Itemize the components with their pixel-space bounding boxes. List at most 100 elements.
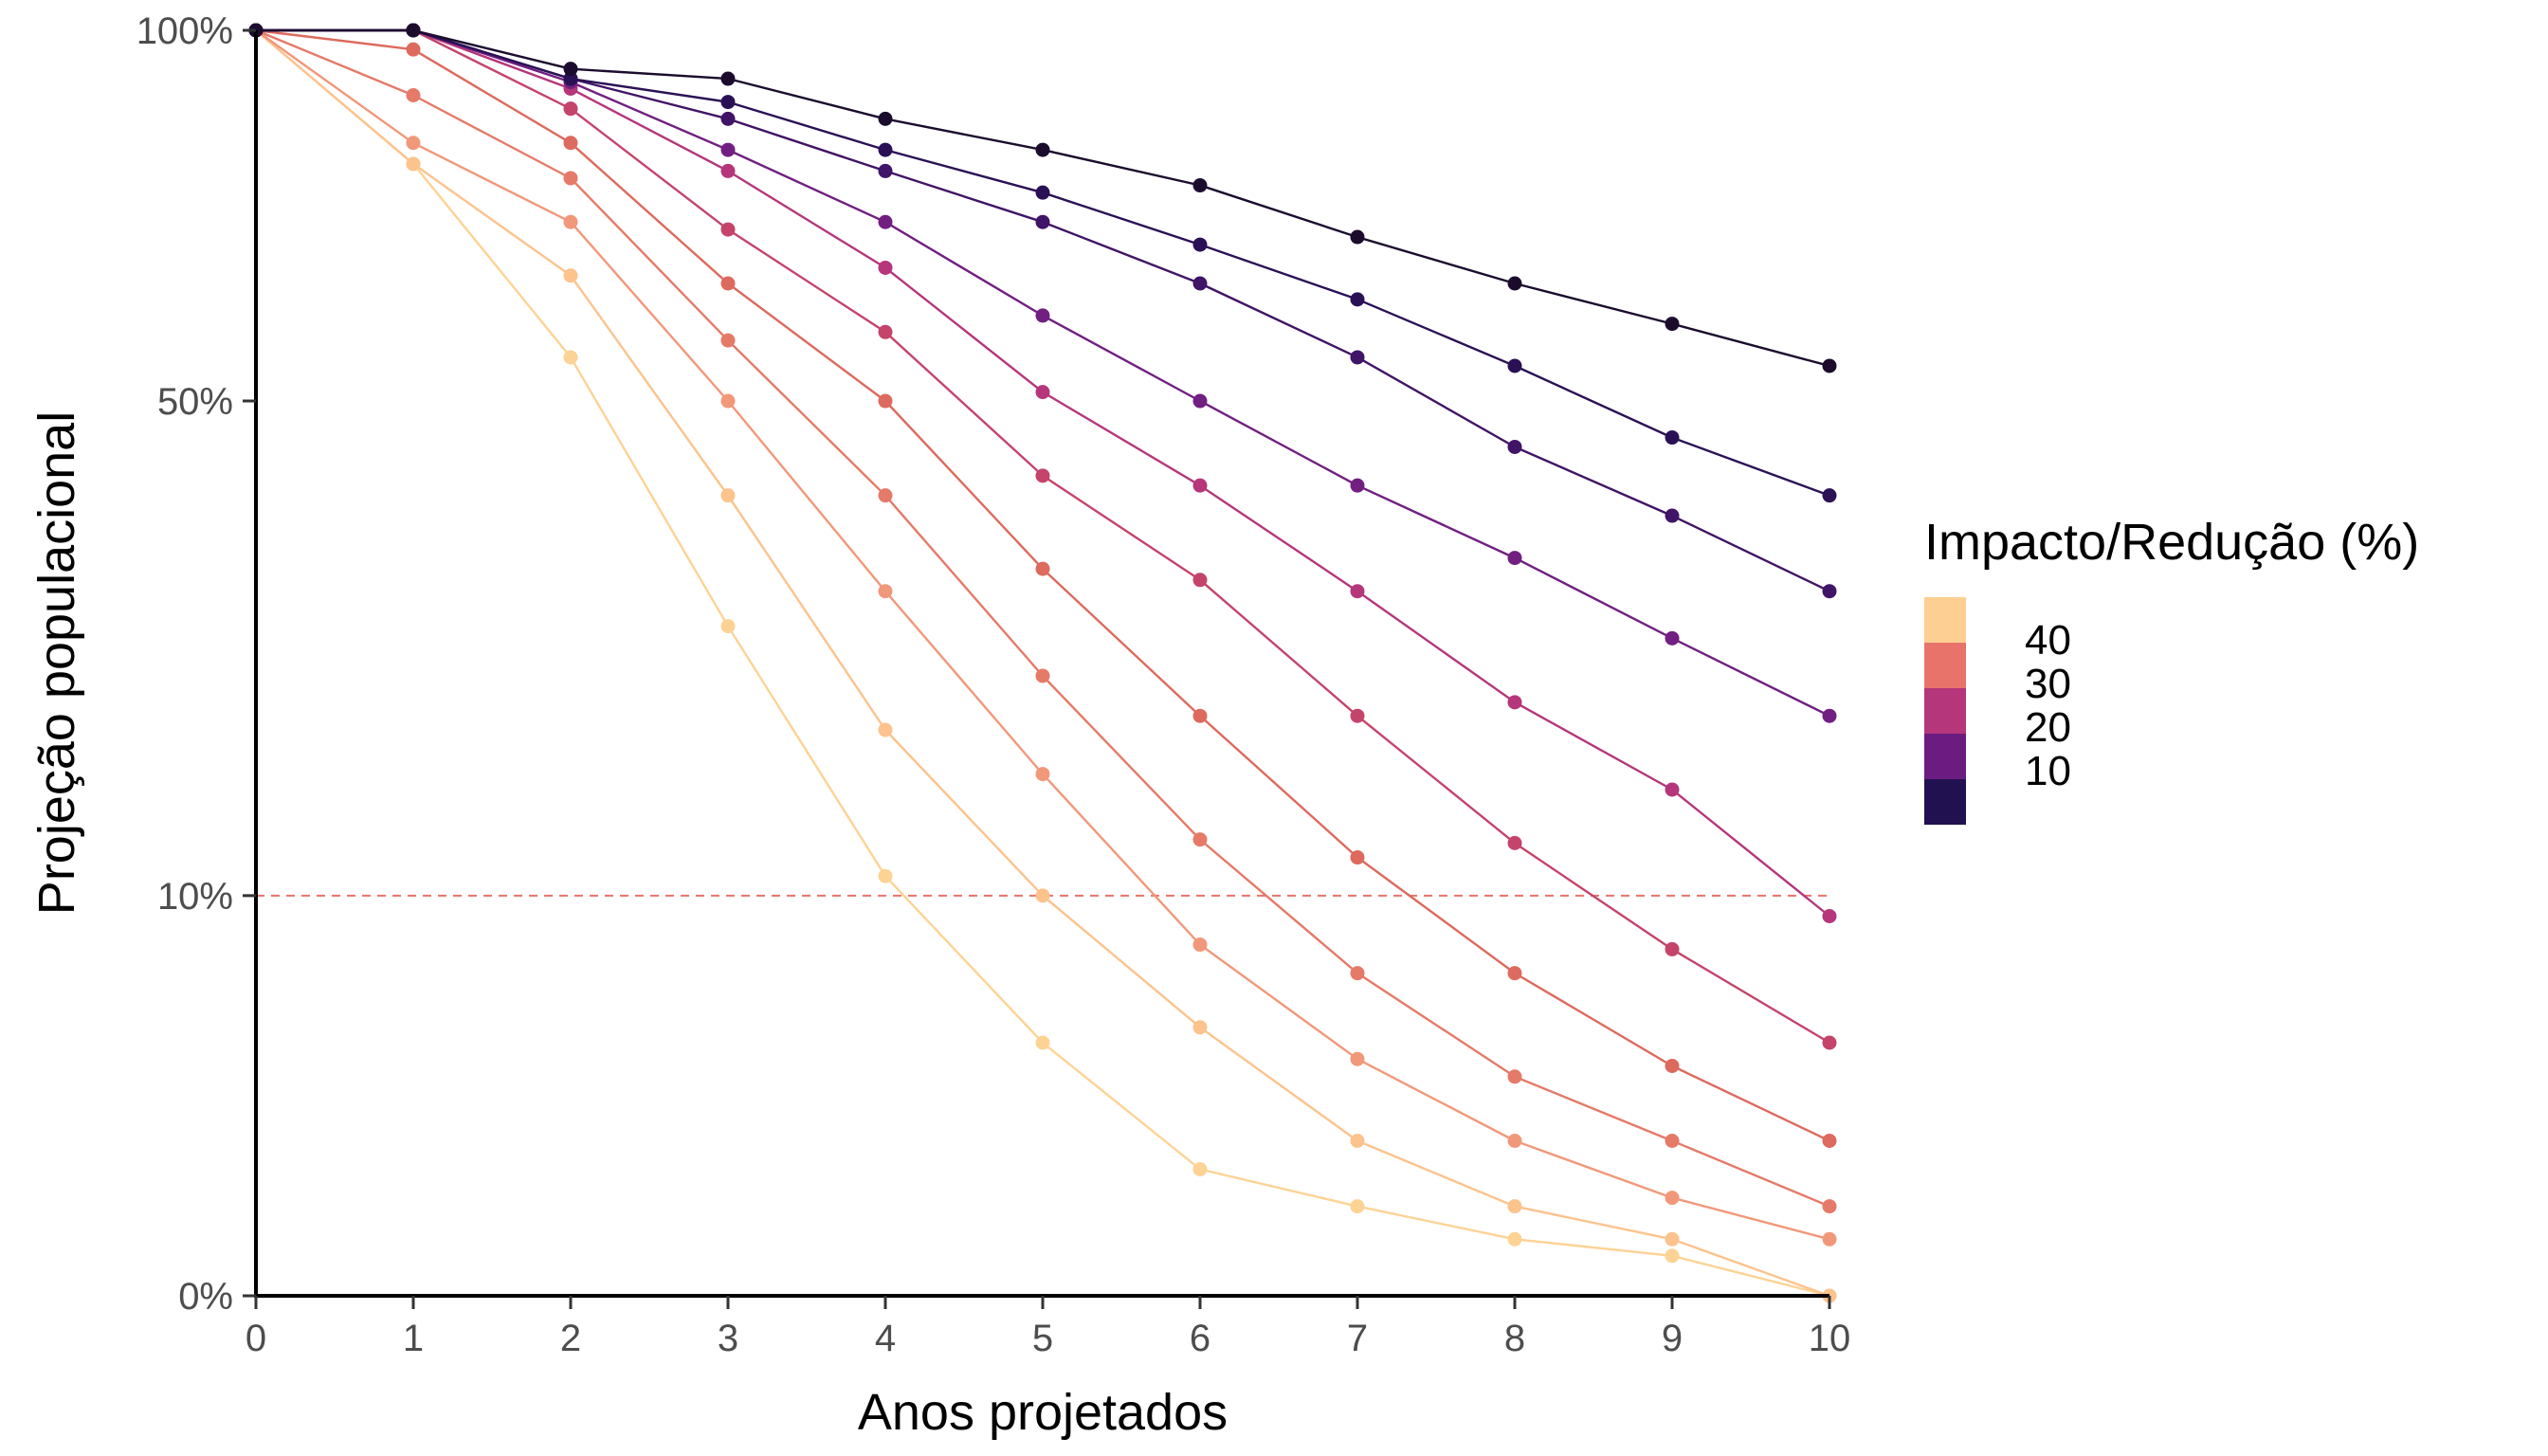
data-point-s5-x10	[1822, 1133, 1837, 1148]
data-point-s3-x6	[1192, 937, 1208, 953]
data-point-s1-x5	[1035, 1035, 1050, 1050]
data-point-s6-x6	[1192, 573, 1208, 588]
data-point-s3-x4	[878, 584, 893, 599]
legend-label-10: 10	[2025, 748, 2071, 794]
data-point-s1-x8	[1507, 1231, 1522, 1247]
data-point-s4-x5	[1035, 668, 1050, 683]
data-point-s2-x1	[406, 156, 421, 172]
data-point-s10-x8	[1507, 358, 1522, 373]
data-point-s6-x9	[1665, 941, 1680, 956]
data-point-s10-x5	[1035, 185, 1050, 200]
data-point-s4-x3	[720, 333, 736, 348]
legend-label-40: 40	[2025, 617, 2071, 664]
y-tick-label-50: 50%	[157, 381, 233, 423]
series-line-8	[256, 28, 1830, 718]
data-point-s9-x9	[1665, 508, 1680, 523]
data-point-s2-x4	[878, 722, 893, 737]
data-point-s11-x6	[1192, 178, 1208, 193]
y-tick-label-0: 0%	[178, 1276, 233, 1318]
series-11	[248, 23, 1837, 373]
data-point-s8-x5	[1035, 308, 1050, 323]
data-point-s4-x2	[563, 171, 578, 186]
x-axis-title: Anos projetados	[858, 1384, 1228, 1441]
series-4	[248, 23, 1837, 1214]
data-point-s11-x1	[406, 23, 421, 38]
data-point-s8-x9	[1665, 630, 1680, 646]
data-point-s2-x3	[720, 488, 736, 503]
y-axis-title: Projeção populacional	[28, 411, 85, 915]
data-point-s9-x7	[1350, 350, 1365, 365]
data-point-s1-x4	[878, 868, 893, 883]
data-point-s11-x4	[878, 111, 893, 126]
data-point-s7-x4	[878, 260, 893, 275]
data-point-s11-x2	[563, 62, 578, 77]
data-point-s9-x6	[1192, 276, 1208, 291]
x-tick-label-4: 4	[875, 1318, 896, 1359]
data-point-s10-x10	[1822, 488, 1837, 503]
data-point-s6-x10	[1822, 1035, 1837, 1050]
data-point-s5-x3	[720, 276, 736, 291]
data-point-s5-x2	[563, 136, 578, 151]
x-tick-label-10: 10	[1809, 1318, 1851, 1359]
data-point-s8-x7	[1350, 478, 1365, 493]
data-point-s11-x10	[1822, 358, 1837, 373]
data-point-s6-x2	[563, 101, 578, 117]
x-tick-label-6: 6	[1190, 1318, 1210, 1359]
data-point-s3-x2	[563, 214, 578, 229]
legend-label-30: 30	[2025, 661, 2071, 707]
data-point-s4-x1	[406, 88, 421, 103]
data-point-s7-x10	[1822, 909, 1837, 923]
data-point-s5-x5	[1035, 561, 1050, 576]
x-tick-label-1: 1	[403, 1318, 424, 1359]
y-tick-label-100: 100%	[136, 10, 233, 52]
data-point-s8-x3	[720, 142, 736, 157]
series-8	[248, 23, 1837, 723]
data-point-s1-x3	[720, 619, 736, 634]
data-point-s7-x9	[1665, 782, 1680, 797]
data-point-s2-x6	[1192, 1020, 1208, 1035]
x-tick-label-7: 7	[1347, 1318, 1368, 1359]
data-point-s10-x7	[1350, 292, 1365, 307]
data-point-s11-x9	[1665, 317, 1680, 332]
data-point-s7-x8	[1507, 695, 1522, 710]
data-point-s7-x7	[1350, 584, 1365, 599]
x-tick-label-5: 5	[1032, 1318, 1053, 1359]
data-point-s6-x4	[878, 324, 893, 339]
data-point-s4-x8	[1507, 1069, 1522, 1084]
data-point-s2-x2	[563, 268, 578, 283]
data-point-s1-x6	[1192, 1162, 1208, 1176]
data-point-s11-x5	[1035, 142, 1050, 157]
data-point-s10-x9	[1665, 430, 1680, 446]
legend-color-segment-1	[1924, 597, 1966, 643]
series-line-3	[255, 29, 1830, 1241]
data-point-s4-x7	[1350, 966, 1365, 981]
data-point-s5-x1	[406, 42, 421, 57]
x-tick-label-0: 0	[246, 1318, 266, 1359]
data-point-s11-x3	[720, 71, 736, 86]
data-point-s5-x7	[1350, 850, 1365, 865]
legend-color-segment-2	[1924, 643, 1966, 688]
data-point-s8-x8	[1507, 551, 1522, 566]
x-tick-label-2: 2	[560, 1318, 581, 1359]
data-point-s6-x3	[720, 222, 736, 237]
data-point-s2-x9	[1665, 1231, 1680, 1247]
data-point-s6-x7	[1350, 708, 1365, 723]
data-point-s8-x6	[1192, 393, 1208, 409]
data-point-s8-x10	[1822, 708, 1837, 723]
data-point-s4-x6	[1192, 832, 1208, 847]
data-point-s5-x9	[1665, 1058, 1680, 1073]
data-point-s11-x8	[1507, 276, 1522, 291]
data-point-s9-x5	[1035, 214, 1050, 229]
series-line-10	[256, 28, 1830, 497]
data-point-s3-x1	[406, 136, 421, 151]
legend-label-20: 20	[2025, 704, 2071, 751]
data-point-s3-x5	[1035, 767, 1050, 782]
series-1	[248, 23, 1837, 1303]
data-point-s2-x8	[1507, 1199, 1522, 1214]
data-point-s5-x6	[1192, 708, 1208, 723]
data-point-s5-x4	[878, 393, 893, 409]
series-line-4	[255, 28, 1830, 1208]
legend-color-segment-5	[1924, 779, 1966, 825]
data-point-s6-x8	[1507, 835, 1522, 850]
